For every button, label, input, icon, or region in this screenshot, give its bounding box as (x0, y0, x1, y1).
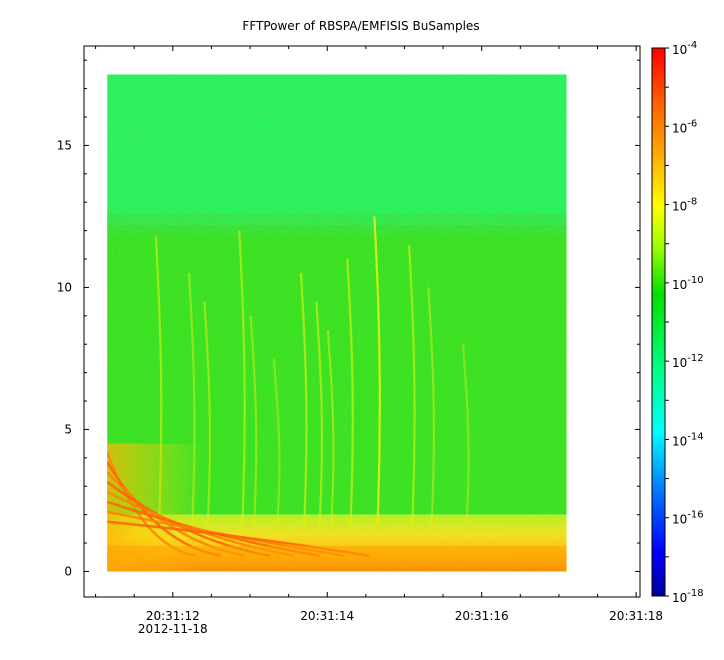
noise-texture (107, 74, 567, 572)
x-tick-label: 20:31:18 (609, 609, 663, 623)
x-date-label: 2012-11-18 (138, 622, 208, 636)
y-tick-label: 0 (64, 564, 72, 578)
x-tick-label: 20:31:12 (146, 609, 200, 623)
colorbar-tick-label: 10-14 (672, 431, 704, 448)
x-tick-label: 20:31:14 (300, 609, 354, 623)
chart-title: FFTPower of RBSPA/EMFISIS BuSamples (242, 19, 479, 33)
colorbar-tick-label: 10-6 (672, 118, 697, 135)
colorbar-tick-label: 10-8 (672, 197, 697, 214)
colorbar-tick-label: 10-18 (672, 588, 704, 605)
colorbar-axis: 10-4 10-6 10-8 10-10 10-12 10-14 10-16 10-18 (665, 40, 704, 605)
y-tick-label: 5 (64, 422, 72, 436)
y-tick-label: 10 (57, 280, 72, 294)
colorbar (651, 47, 666, 597)
spectrogram-data (107, 74, 567, 572)
x-axis: 20:31:12 20:31:14 20:31:16 20:31:18 2012-11-… (95, 46, 663, 636)
colorbar-tick-label: 10-4 (672, 40, 697, 57)
y-tick-label: 15 (57, 138, 72, 152)
colorbar-tick-label: 10-10 (672, 275, 704, 292)
colorbar-tick-label: 10-12 (672, 353, 704, 370)
x-tick-label: 20:31:16 (455, 609, 509, 623)
y-axis: 0 5 10 15 (57, 59, 640, 578)
colorbar-tick-label: 10-16 (672, 510, 704, 527)
